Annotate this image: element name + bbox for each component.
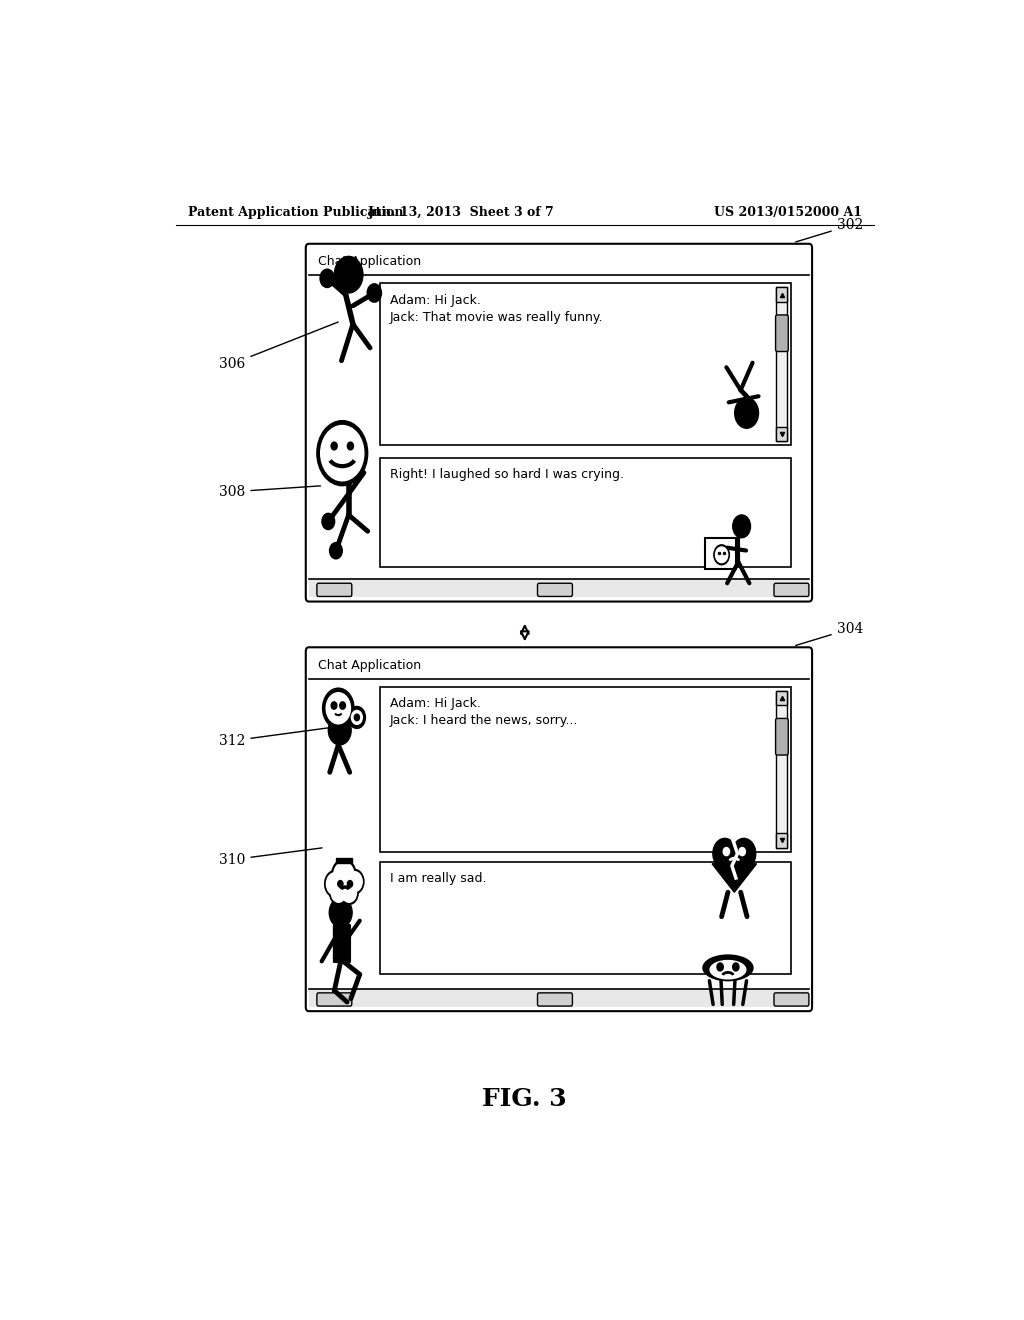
Circle shape <box>321 269 334 288</box>
Circle shape <box>733 962 739 972</box>
Circle shape <box>347 442 353 450</box>
Text: 306: 306 <box>219 322 338 371</box>
Circle shape <box>336 445 361 478</box>
Circle shape <box>330 898 352 927</box>
Circle shape <box>323 688 354 729</box>
Circle shape <box>316 421 368 486</box>
FancyBboxPatch shape <box>775 718 788 755</box>
Circle shape <box>348 706 366 729</box>
Circle shape <box>332 859 356 891</box>
Text: Patent Application Publication: Patent Application Publication <box>187 206 403 219</box>
Circle shape <box>334 256 362 293</box>
Text: 302: 302 <box>796 219 863 242</box>
Circle shape <box>342 883 356 903</box>
Circle shape <box>732 838 756 869</box>
Text: Right! I laughed so hard I was crying.: Right! I laughed so hard I was crying. <box>390 469 624 482</box>
FancyBboxPatch shape <box>538 583 572 597</box>
Bar <box>776 690 787 705</box>
Bar <box>309 248 809 276</box>
Bar <box>776 288 787 441</box>
Text: 312: 312 <box>219 727 328 748</box>
Circle shape <box>325 870 346 898</box>
Circle shape <box>346 871 362 892</box>
Circle shape <box>739 847 745 855</box>
Ellipse shape <box>710 961 745 979</box>
Bar <box>309 579 809 598</box>
Circle shape <box>322 513 335 529</box>
Bar <box>380 458 791 568</box>
Circle shape <box>338 880 343 887</box>
Bar <box>705 537 736 569</box>
Circle shape <box>330 543 342 558</box>
Circle shape <box>331 442 337 450</box>
Circle shape <box>340 882 358 904</box>
Bar <box>380 862 791 974</box>
Bar <box>309 651 809 678</box>
Circle shape <box>347 880 352 887</box>
FancyBboxPatch shape <box>774 993 809 1006</box>
Circle shape <box>714 545 729 565</box>
Circle shape <box>327 873 344 895</box>
Circle shape <box>733 515 751 537</box>
FancyBboxPatch shape <box>316 583 352 597</box>
Circle shape <box>327 693 350 723</box>
Circle shape <box>331 702 337 709</box>
Text: 308: 308 <box>219 484 321 499</box>
Polygon shape <box>712 863 757 892</box>
Text: US 2013/0152000 A1: US 2013/0152000 A1 <box>714 206 862 219</box>
Circle shape <box>345 870 364 894</box>
Circle shape <box>713 838 736 869</box>
FancyBboxPatch shape <box>538 993 572 1006</box>
Text: FIG. 3: FIG. 3 <box>482 1086 567 1110</box>
Circle shape <box>330 882 348 904</box>
Text: Chat Application: Chat Application <box>318 659 422 672</box>
Circle shape <box>734 397 759 428</box>
Circle shape <box>717 962 723 972</box>
Circle shape <box>354 714 359 721</box>
Bar <box>336 858 351 863</box>
FancyBboxPatch shape <box>316 993 352 1006</box>
Circle shape <box>716 546 728 562</box>
FancyBboxPatch shape <box>774 583 809 597</box>
Ellipse shape <box>702 956 753 981</box>
FancyBboxPatch shape <box>334 924 350 962</box>
FancyBboxPatch shape <box>775 315 788 351</box>
FancyBboxPatch shape <box>306 647 812 1011</box>
Text: Jun. 13, 2013  Sheet 3 of 7: Jun. 13, 2013 Sheet 3 of 7 <box>368 206 555 219</box>
Text: Chat Application: Chat Application <box>318 255 422 268</box>
Text: Adam: Hi Jack.
Jack: I heard the news, sorry...: Adam: Hi Jack. Jack: I heard the news, s… <box>390 697 579 727</box>
Text: I am really sad.: I am really sad. <box>390 873 486 884</box>
FancyBboxPatch shape <box>306 244 812 602</box>
Circle shape <box>332 883 346 903</box>
Circle shape <box>340 702 345 709</box>
Circle shape <box>351 710 362 725</box>
Text: 310: 310 <box>219 847 323 867</box>
Circle shape <box>368 284 382 302</box>
Bar <box>309 989 809 1007</box>
Bar <box>380 284 791 445</box>
Bar <box>776 288 787 302</box>
Bar <box>380 686 791 851</box>
Text: 304: 304 <box>796 622 863 645</box>
Bar <box>776 833 787 847</box>
Text: Adam: Hi Jack.
Jack: That movie was really funny.: Adam: Hi Jack. Jack: That movie was real… <box>390 293 603 323</box>
Circle shape <box>321 425 364 480</box>
Circle shape <box>334 862 354 888</box>
Bar <box>776 426 787 441</box>
Circle shape <box>329 715 351 744</box>
Circle shape <box>723 847 729 855</box>
Bar <box>776 690 787 847</box>
